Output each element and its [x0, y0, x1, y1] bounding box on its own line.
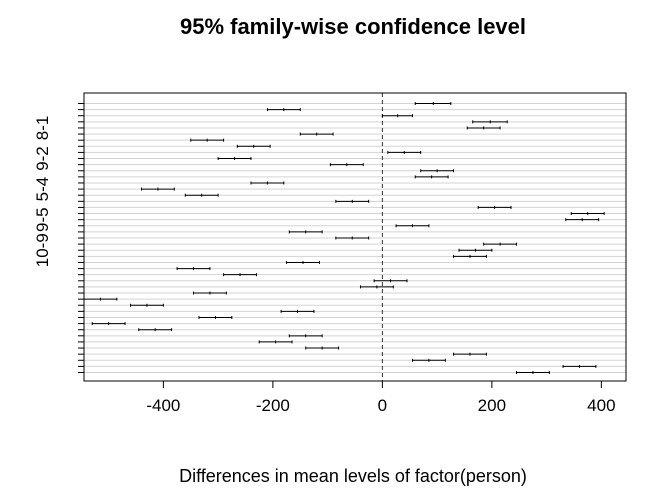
chart-title: 95% family-wise confidence level [180, 14, 526, 39]
interval-24 [483, 242, 518, 246]
interval-4 [472, 120, 508, 124]
interval-25 [458, 248, 493, 252]
interval-27 [286, 260, 320, 264]
interval-22 [288, 230, 323, 234]
interval-29 [223, 273, 257, 277]
interval-23 [335, 236, 370, 240]
interval-16 [184, 193, 219, 197]
interval-33 [83, 297, 118, 301]
interval-38 [138, 328, 173, 332]
y-tick-label: 8-1 [33, 116, 52, 141]
interval-34 [130, 303, 164, 307]
interval-11 [329, 163, 364, 167]
interval-28 [176, 267, 211, 271]
interval-19 [570, 212, 605, 216]
y-tick-label: 5-4 [33, 177, 52, 202]
y-tick-label: 9-5 [33, 207, 52, 232]
interval-32 [192, 291, 227, 295]
interval-43 [411, 358, 446, 362]
interval-8 [236, 144, 271, 148]
interval-13 [414, 175, 449, 179]
gridlines [84, 103, 626, 373]
interval-7 [190, 138, 225, 142]
x-axis: -400 -200 0 200 400 [146, 381, 616, 415]
interval-26 [453, 254, 487, 258]
interval-6 [299, 132, 334, 136]
interval-18 [477, 205, 512, 209]
x-tick-label: 400 [587, 396, 615, 415]
interval-3 [381, 114, 413, 118]
x-tick-label: -200 [256, 396, 290, 415]
interval-1 [414, 102, 452, 105]
interval-12 [420, 169, 455, 173]
interval-17 [335, 199, 370, 203]
interval-30 [373, 279, 408, 283]
x-axis-label: Differences in mean levels of factor(per… [179, 466, 527, 486]
confidence-intervals [83, 102, 605, 374]
plot-frame [83, 92, 627, 382]
interval-42 [453, 352, 487, 356]
x-tick-label: 200 [478, 396, 506, 415]
interval-5 [466, 126, 501, 130]
interval-9 [387, 150, 422, 154]
interval-31 [359, 285, 394, 289]
interval-41 [305, 346, 340, 350]
interval-15 [140, 187, 175, 191]
interval-37 [91, 322, 126, 326]
interval-2 [266, 108, 301, 112]
interval-45 [516, 371, 550, 374]
y-tick-label: 9-2 [33, 146, 52, 171]
interval-20 [565, 218, 600, 222]
x-tick-label: -400 [146, 396, 180, 415]
x-tick-label: 0 [378, 396, 387, 415]
y-axis: 8-1 9-2 5-4 9-510-9 [33, 103, 84, 373]
interval-36 [198, 315, 233, 319]
interval-44 [562, 364, 597, 368]
interval-14 [250, 181, 285, 185]
interval-35 [280, 309, 315, 313]
y-tick-label: 10-9 [33, 233, 52, 267]
interval-39 [288, 334, 323, 338]
interval-10 [217, 157, 252, 161]
interval-21 [395, 224, 430, 228]
interval-40 [258, 340, 293, 344]
